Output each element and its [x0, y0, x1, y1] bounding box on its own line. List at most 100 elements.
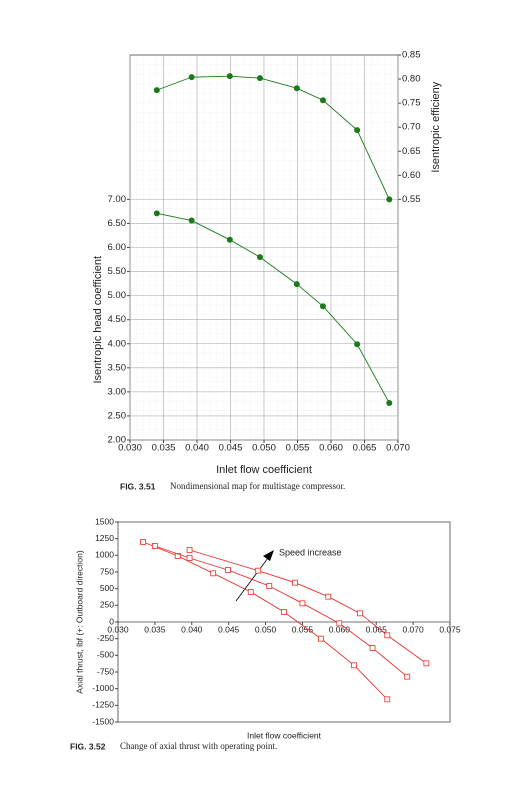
x-tick-label: 0.055: [286, 443, 310, 454]
marker: [210, 570, 217, 577]
y-tick-label: 500: [100, 583, 114, 593]
y-tick-label: 5.50: [108, 266, 127, 277]
marker: [369, 645, 376, 651]
marker: [281, 609, 287, 615]
y2-tick-label: 0.70: [402, 122, 421, 133]
y-tick-label: -250: [97, 633, 114, 643]
y-tick-label: 2.50: [108, 410, 127, 421]
marker: [266, 583, 273, 589]
y-tick-label: 4.50: [108, 314, 127, 325]
x-tick-label: 0.070: [402, 624, 424, 634]
marker: [188, 217, 195, 224]
marker: [255, 567, 262, 574]
x-tick-label: 0.045: [219, 443, 243, 454]
caption-text: Nondimensional map for multistage compre…: [170, 481, 345, 491]
y-tick-label: -1500: [92, 716, 114, 726]
caption-label: FIG. 3.52: [70, 741, 106, 751]
x-tick-label: 0.030: [107, 624, 129, 634]
x-tick-label: 0.075: [439, 624, 461, 634]
marker: [357, 610, 363, 617]
x-tick-label: 0.070: [386, 443, 410, 454]
marker: [153, 87, 160, 94]
x-tick-label: 0.035: [144, 624, 166, 634]
y2-tick-label: 0.60: [402, 170, 421, 181]
y-tick-label: -750: [97, 666, 114, 676]
marker: [151, 543, 158, 549]
x-tick-label: 0.060: [319, 443, 343, 454]
caption-label: FIG. 3.51: [120, 481, 156, 491]
y-tick-label: 1250: [95, 533, 114, 543]
marker: [293, 85, 300, 92]
y-tick-label: -1250: [92, 700, 114, 710]
x-tick-label: 0.050: [252, 443, 276, 454]
marker: [186, 555, 193, 561]
y-tick-label: -500: [97, 650, 114, 660]
y2-tick-label: 0.75: [402, 98, 421, 109]
marker: [354, 341, 361, 348]
series-line: [156, 212, 390, 404]
marker: [247, 589, 254, 595]
marker: [153, 210, 160, 217]
marker: [256, 254, 263, 261]
y-tick-label: 3.50: [108, 362, 127, 373]
x-axis-label: Inlet flow coefficient: [216, 464, 312, 476]
y-tick-label: 250: [100, 600, 114, 610]
marker: [384, 632, 391, 639]
y-tick-label: 750: [100, 566, 114, 576]
marker: [336, 620, 343, 627]
marker: [226, 73, 233, 80]
y-tick-label: 1000: [95, 550, 114, 560]
x-tick-label: 0.050: [255, 624, 277, 634]
marker: [404, 673, 411, 680]
x-axis-label: Inlet flow coefficient: [247, 730, 322, 740]
y-tick-label: 5.00: [108, 290, 127, 301]
marker: [384, 696, 391, 703]
x-tick-label: 0.030: [118, 443, 142, 454]
y2-tick-label: 0.55: [402, 194, 421, 205]
x-tick-label: 0.065: [366, 624, 388, 634]
y2-axis-label: Isentropic efficieny: [430, 81, 442, 172]
marker: [317, 635, 324, 642]
marker: [256, 75, 263, 82]
x-tick-label: 0.040: [181, 624, 203, 634]
marker: [225, 567, 231, 573]
y-axis-label: Axial thrust, lbf (+: Outboard direction…: [74, 550, 84, 694]
marker: [226, 236, 233, 243]
marker: [319, 303, 326, 310]
marker: [423, 660, 430, 667]
y-tick-label: 6.00: [108, 242, 127, 253]
x-tick-label: 0.055: [292, 624, 314, 634]
marker: [386, 196, 393, 203]
y-tick-label: 2.00: [108, 435, 127, 446]
arrow-head: [263, 550, 274, 561]
marker: [354, 127, 361, 134]
marker: [325, 593, 332, 600]
y-axis-label: Isentropic head coefficient: [92, 256, 104, 384]
series-line: [154, 545, 408, 678]
y-tick-label: 0: [109, 616, 114, 626]
marker: [319, 97, 326, 104]
x-tick-label: 0.065: [353, 443, 377, 454]
annotation: Speed increase: [279, 547, 342, 557]
marker: [299, 600, 306, 607]
y-tick-label: 3.00: [108, 386, 127, 397]
x-tick-label: 0.040: [185, 443, 209, 454]
y2-tick-label: 0.85: [402, 50, 421, 61]
series-line: [156, 75, 390, 200]
marker: [351, 662, 357, 669]
marker: [293, 281, 300, 288]
x-tick-label: 0.045: [218, 624, 240, 634]
x-tick-label: 0.060: [329, 624, 351, 634]
y-tick-label: 4.00: [108, 338, 127, 349]
series-line: [142, 541, 388, 700]
marker: [188, 74, 195, 81]
marker: [386, 399, 393, 406]
marker: [292, 579, 298, 586]
marker: [140, 539, 146, 545]
y2-tick-label: 0.65: [402, 146, 421, 157]
y-tick-label: 7.00: [108, 194, 127, 205]
y-tick-label: -1000: [92, 683, 114, 693]
y-tick-label: 1500: [95, 516, 114, 526]
y-tick-label: 6.50: [108, 218, 127, 229]
